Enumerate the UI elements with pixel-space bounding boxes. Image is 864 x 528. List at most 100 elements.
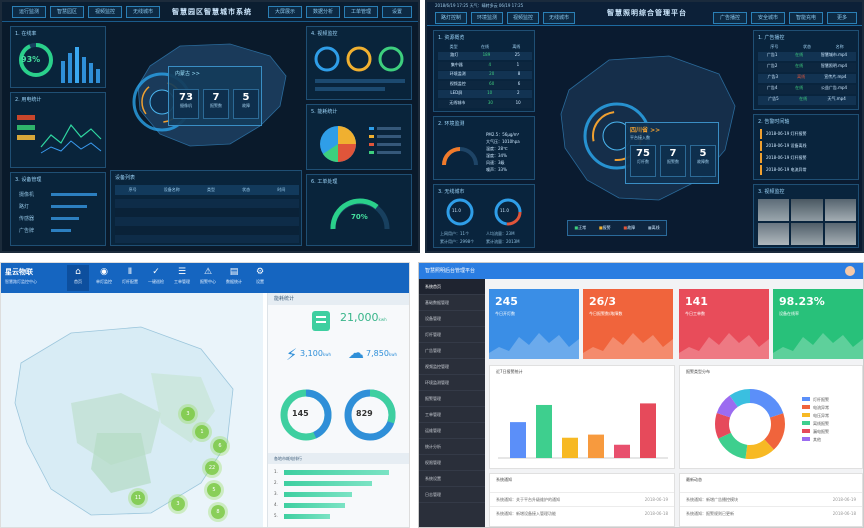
- ad-row[interactable]: 广告1 在线 智慧城市.mp4: [758, 52, 856, 61]
- notice-list-left: 系统通知 系统通知：关于平台升级维护的通知 2018-06-19 系统通知：新增设…: [489, 473, 675, 527]
- q1-map-area[interactable]: 内蒙古 >> 73 摄像机 7 报警数 5 故障: [110, 26, 302, 166]
- sidebar-item[interactable]: 设备管理: [419, 311, 485, 327]
- sidebar-item[interactable]: 运维管理: [419, 423, 485, 439]
- stat-label: 今日开灯数: [495, 311, 515, 316]
- map-cluster-marker[interactable]: 5: [207, 483, 221, 497]
- list-item[interactable]: 系统通知：关于平台升级维护的通知 2018-06-19: [490, 492, 674, 506]
- q1-tab[interactable]: 数据分析: [306, 6, 340, 18]
- nav-item[interactable]: ▤ 数据统计: [226, 267, 242, 284]
- sidebar-item[interactable]: 权限管理: [419, 455, 485, 471]
- sidebar-item[interactable]: 视频监控管理: [419, 359, 485, 375]
- q2-map-area[interactable]: 四川省 >> 平台接入数 75 灯杆数 7 报警数 5 故障数 ■正常 ■报警 ■故障…: [539, 30, 745, 248]
- stat-card[interactable]: 26/3 今日报警数/故障数: [583, 289, 673, 359]
- q2-tab[interactable]: 视频监控: [507, 12, 539, 24]
- stat-card[interactable]: 98.23% 设备在线率: [773, 289, 863, 359]
- list-item[interactable]: 系统通知：报警规则已更新 2018-06-18: [680, 506, 862, 520]
- map-cluster-marker[interactable]: 3: [171, 497, 185, 511]
- list-item[interactable]: 系统通知：新增设备接入管理功能 2018-06-18: [490, 506, 674, 520]
- ad-row[interactable]: 广告5 在线 天气.mp4: [758, 96, 856, 105]
- q2-tab[interactable]: 智能充电: [789, 12, 823, 24]
- sidebar-item[interactable]: 日志管理: [419, 487, 485, 503]
- ad-row[interactable]: 广告4 在线 公益广告.mp4: [758, 85, 856, 94]
- bar[interactable]: [510, 422, 526, 458]
- marker-count: 8: [216, 509, 220, 515]
- q2-tab[interactable]: 环境监测: [471, 12, 503, 24]
- sidebar-item[interactable]: 系统设置: [419, 471, 485, 487]
- q1-tab[interactable]: 智慧园区: [50, 6, 84, 18]
- stat-card-faults: 5 故障: [233, 89, 259, 119]
- q3-map[interactable]: 3 1 22 5 8 11 3 6: [1, 293, 263, 527]
- bar[interactable]: [614, 444, 630, 458]
- map-cluster-marker[interactable]: 22: [205, 461, 219, 475]
- device-panel: 3. 设备管理 摄像机 路灯 传感器 广告牌: [10, 172, 106, 246]
- donut-slice[interactable]: [715, 389, 785, 459]
- avatar[interactable]: [845, 266, 855, 276]
- q2-tab[interactable]: 更多: [827, 12, 857, 24]
- device-row: 路灯: [19, 204, 30, 210]
- sidebar-item[interactable]: 报警管理: [419, 391, 485, 407]
- nav-item[interactable]: Ⅱ 灯杆配置: [122, 267, 138, 284]
- alarm-row[interactable]: 2018-06-19 设备离线: [760, 141, 854, 151]
- stat-card[interactable]: 245 今日开灯数: [489, 289, 579, 359]
- nav-item-home[interactable]: ⌂ 首页: [67, 265, 89, 291]
- sidebar-item[interactable]: 广告管理: [419, 343, 485, 359]
- map-cluster-marker[interactable]: 1: [195, 425, 209, 439]
- sidebar-item[interactable]: 基础数据管理: [419, 295, 485, 311]
- sidebar-item[interactable]: 环境监测管理: [419, 375, 485, 391]
- alarm-row[interactable]: 2018-06-19 灯杆报警: [760, 129, 854, 139]
- nav-item[interactable]: ⚠ 报警中心: [200, 267, 216, 284]
- map-cluster-marker[interactable]: 11: [131, 491, 145, 505]
- video-thumb[interactable]: [791, 199, 823, 221]
- q1-tab[interactable]: 无线城市: [126, 6, 160, 18]
- donut-chart-a: [280, 389, 332, 441]
- alarm-row[interactable]: 2018-06-19 电流异常: [760, 165, 854, 175]
- sidebar-item[interactable]: 系统首页: [419, 279, 485, 295]
- donut-slice[interactable]: [715, 389, 785, 459]
- map-cluster-marker[interactable]: 6: [213, 439, 227, 453]
- q2-tab[interactable]: 安全城市: [751, 12, 785, 24]
- cell: 在线: [795, 52, 804, 57]
- q1-tab[interactable]: 工单管理: [344, 6, 378, 18]
- q1-tab[interactable]: 大屏展示: [268, 6, 302, 18]
- q1-tab[interactable]: 视频监控: [88, 6, 122, 18]
- map-cluster-marker[interactable]: 8: [211, 505, 225, 519]
- panel-title: 2. 用电统计: [15, 97, 42, 103]
- q2-tab[interactable]: 路灯控制: [435, 12, 467, 24]
- bar[interactable]: [536, 404, 552, 458]
- video-thumb[interactable]: [824, 223, 856, 245]
- nav-item[interactable]: ✓ 一键巡检: [148, 267, 164, 284]
- nav-item[interactable]: ◉ 单灯监控: [96, 267, 112, 284]
- ad-row[interactable]: 广告2 在线 智慧照明.mp4: [758, 63, 856, 72]
- q1-tab[interactable]: 运行监测: [12, 6, 46, 18]
- nav-item[interactable]: ⚙ 设置: [255, 267, 265, 284]
- legend-swatch: [802, 405, 810, 409]
- env-reading: 大气压：1010hpa: [486, 139, 520, 144]
- bar[interactable]: [640, 403, 656, 458]
- sidebar-item[interactable]: 灯杆管理: [419, 327, 485, 343]
- map-cluster-marker[interactable]: 3: [181, 407, 195, 421]
- power-panel: 2. 用电统计: [10, 92, 106, 168]
- donut-slice[interactable]: [715, 389, 785, 459]
- ad-panel: 1. 广告播控 序号 状态 名称 广告1 在线 智慧城市.mp4 广告2 在线 智慧照明.mp…: [753, 30, 859, 110]
- marker-count: 3: [176, 501, 180, 507]
- video-thumb[interactable]: [758, 199, 790, 221]
- bar[interactable]: [588, 434, 604, 458]
- donut-slice[interactable]: [715, 389, 785, 459]
- nav-item[interactable]: ☰ 工单管理: [174, 267, 190, 284]
- video-thumb[interactable]: [824, 199, 856, 221]
- sidebar-item[interactable]: 统计分析: [419, 439, 485, 455]
- q2-tab[interactable]: 无线城市: [543, 12, 575, 24]
- sidebar-item[interactable]: 工单管理: [419, 407, 485, 423]
- alarm-row[interactable]: 2018-06-19 灯杆报警: [760, 153, 854, 163]
- marker-count: 5: [212, 487, 216, 493]
- ad-row[interactable]: 广告3 离线 宣传片.mp4: [758, 74, 856, 83]
- video-thumb[interactable]: [758, 223, 790, 245]
- stat-card[interactable]: 141 今日工单数: [679, 289, 769, 359]
- q1-tab[interactable]: 设置: [382, 6, 412, 18]
- legend-item: 电流异常: [802, 404, 829, 412]
- q2-page-title: 智慧照明综合管理平台: [607, 9, 687, 17]
- bar[interactable]: [562, 437, 578, 458]
- q2-tab[interactable]: 广告播控: [713, 12, 747, 24]
- list-item[interactable]: 系统通知：新增广告播控模块 2018-06-19: [680, 492, 862, 506]
- video-thumb[interactable]: [791, 223, 823, 245]
